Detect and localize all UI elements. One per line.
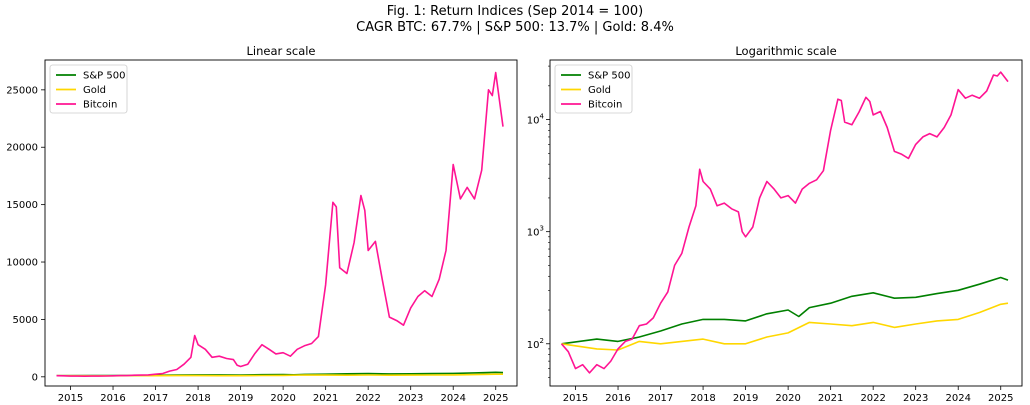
linear-x-tick-label-2015: 2015: [58, 393, 83, 404]
figure-title-line-2: CAGR BTC: 67.7% | S&P 500: 13.7% | Gold:…: [356, 20, 674, 35]
linear-y-tick-label-10000: 10000: [6, 258, 38, 269]
log-x-tick-label-2023: 2023: [903, 393, 928, 404]
linear-panel-title: Linear scale: [246, 44, 315, 58]
log-x-tick-label-2016: 2016: [605, 393, 630, 404]
log-legend-label-gold: Gold: [588, 85, 611, 96]
linear-x-tick-label-2019: 2019: [228, 393, 253, 404]
linear-x-tick-label-2016: 2016: [100, 393, 125, 404]
log-series-gold: [561, 302, 1009, 351]
linear-legend-label-s-p-500: S&P 500: [83, 71, 125, 82]
linear-axes-frame: [44, 59, 518, 387]
log-axes-frame: [549, 59, 1023, 387]
linear-x-tick-label-2018: 2018: [185, 393, 210, 404]
log-x-tick-label-2020: 2020: [775, 393, 800, 404]
log-legend-box: [554, 64, 633, 114]
linear-y-tick-label-5000: 5000: [13, 315, 38, 326]
linear-scale-panel: Linear scale 2015 2016 2017 2018 2019 2020 2021…: [6, 44, 518, 404]
log-x-tick-label-2015: 2015: [563, 393, 588, 404]
log-x-tick-label-2025: 2025: [988, 393, 1013, 404]
figure-title: Fig. 1: Return Indices (Sep 2014 = 100) …: [0, 4, 1030, 36]
log-x-tick-label-2018: 2018: [690, 393, 715, 404]
log-series-s-p-500: [561, 276, 1009, 345]
log-y-tick-label-10000: 104: [527, 113, 545, 127]
linear-series-group: [56, 71, 504, 377]
figure-title-line-1: Fig. 1: Return Indices (Sep 2014 = 100): [386, 4, 644, 19]
linear-legend-box: [49, 64, 128, 114]
log-legend: S&P 500 Gold Bitcoin: [554, 64, 633, 114]
log-scale-panel: Logarithmic scale 2015 2016 2017 2018 2019 202…: [527, 44, 1023, 404]
log-x-tick-label-2017: 2017: [648, 393, 673, 404]
linear-x-tick-label-2021: 2021: [313, 393, 338, 404]
log-x-tick-label-2022: 2022: [860, 393, 885, 404]
linear-y-tick-label-20000: 20000: [6, 143, 38, 154]
linear-x-tick-label-2022: 2022: [355, 393, 380, 404]
linear-legend-label-bitcoin: Bitcoin: [83, 100, 117, 111]
linear-y-tick-label-15000: 15000: [6, 200, 38, 211]
log-y-tick-label-100: 102: [527, 337, 544, 351]
log-series-group: [560, 71, 1009, 374]
log-y-tick-label-1000: 103: [527, 225, 544, 239]
linear-legend: S&P 500 Gold Bitcoin: [49, 64, 128, 114]
linear-series-bitcoin: [56, 71, 504, 377]
log-x-tick-label-2021: 2021: [818, 393, 843, 404]
linear-x-tick-label-2017: 2017: [143, 393, 168, 404]
linear-y-tick-label-0: 0: [32, 372, 38, 383]
log-series-bitcoin: [560, 71, 1009, 374]
linear-x-tick-label-2020: 2020: [270, 393, 295, 404]
log-x-tick-label-2024: 2024: [945, 393, 970, 404]
log-legend-label-s-p-500: S&P 500: [588, 71, 630, 82]
linear-x-tick-label-2025: 2025: [483, 393, 508, 404]
linear-x-tick-label-2024: 2024: [440, 393, 465, 404]
log-x-tick-label-2019: 2019: [733, 393, 758, 404]
linear-y-tick-label-25000: 25000: [6, 85, 38, 96]
log-panel-title: Logarithmic scale: [735, 44, 836, 58]
linear-legend-label-gold: Gold: [83, 85, 106, 96]
log-legend-label-bitcoin: Bitcoin: [588, 100, 622, 111]
linear-x-tick-label-2023: 2023: [398, 393, 423, 404]
